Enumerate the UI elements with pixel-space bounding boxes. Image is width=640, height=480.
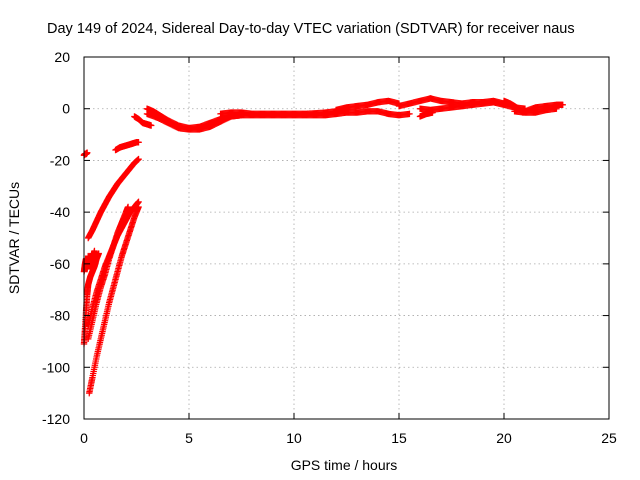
y-tick-label: 20 xyxy=(54,49,70,65)
data-point xyxy=(553,105,560,112)
data-point xyxy=(559,101,566,109)
series-sat-m xyxy=(227,110,340,120)
data-point xyxy=(95,250,102,257)
data-point xyxy=(135,139,142,146)
x-tick-label: 5 xyxy=(185,430,193,446)
series-sat-o xyxy=(332,108,413,119)
data-point xyxy=(429,109,436,116)
series-sat-g xyxy=(85,198,142,330)
series-sat-k xyxy=(143,110,235,133)
data-point xyxy=(83,149,91,156)
data-point xyxy=(135,155,142,163)
x-tick-label: 10 xyxy=(286,430,302,446)
x-tick-label: 25 xyxy=(601,430,617,446)
plot-frame xyxy=(83,56,610,420)
y-axis-label: SDTVAR / TECUs xyxy=(6,182,22,294)
x-axis-label: GPS time / hours xyxy=(291,457,398,473)
y-tick-label: -100 xyxy=(42,359,70,375)
y-tick-label: 0 xyxy=(62,101,70,117)
series-sat-b xyxy=(85,155,142,242)
series-sat-c xyxy=(112,139,142,154)
y-tick-label: -120 xyxy=(42,411,70,427)
data-point xyxy=(135,203,142,211)
ticks xyxy=(83,56,610,420)
data-point xyxy=(148,122,155,129)
series-sat-r xyxy=(416,109,436,120)
y-tick-label: -20 xyxy=(50,152,70,168)
data-point xyxy=(91,247,98,255)
series-sat-e xyxy=(80,250,102,348)
x-tick-label: 15 xyxy=(391,430,407,446)
series-sat-h xyxy=(86,203,142,397)
y-tick-label: -40 xyxy=(50,204,70,220)
x-tick-label: 20 xyxy=(496,430,512,446)
x-tick-labels: 0 5 10 15 20 25 xyxy=(80,430,617,446)
y-tick-label: -80 xyxy=(50,308,70,324)
y-tick-label: -60 xyxy=(50,256,70,272)
data-point xyxy=(124,203,132,211)
y-tick-labels: -120 -100 -80 -60 -40 -20 0 20 xyxy=(42,49,70,427)
series-sat-u xyxy=(511,105,560,116)
data-point xyxy=(406,110,413,118)
chart-title: Day 149 of 2024, Sidereal Day-to-day VTE… xyxy=(47,21,575,37)
series-sat-i xyxy=(131,113,155,129)
x-tick-label: 0 xyxy=(80,430,88,446)
